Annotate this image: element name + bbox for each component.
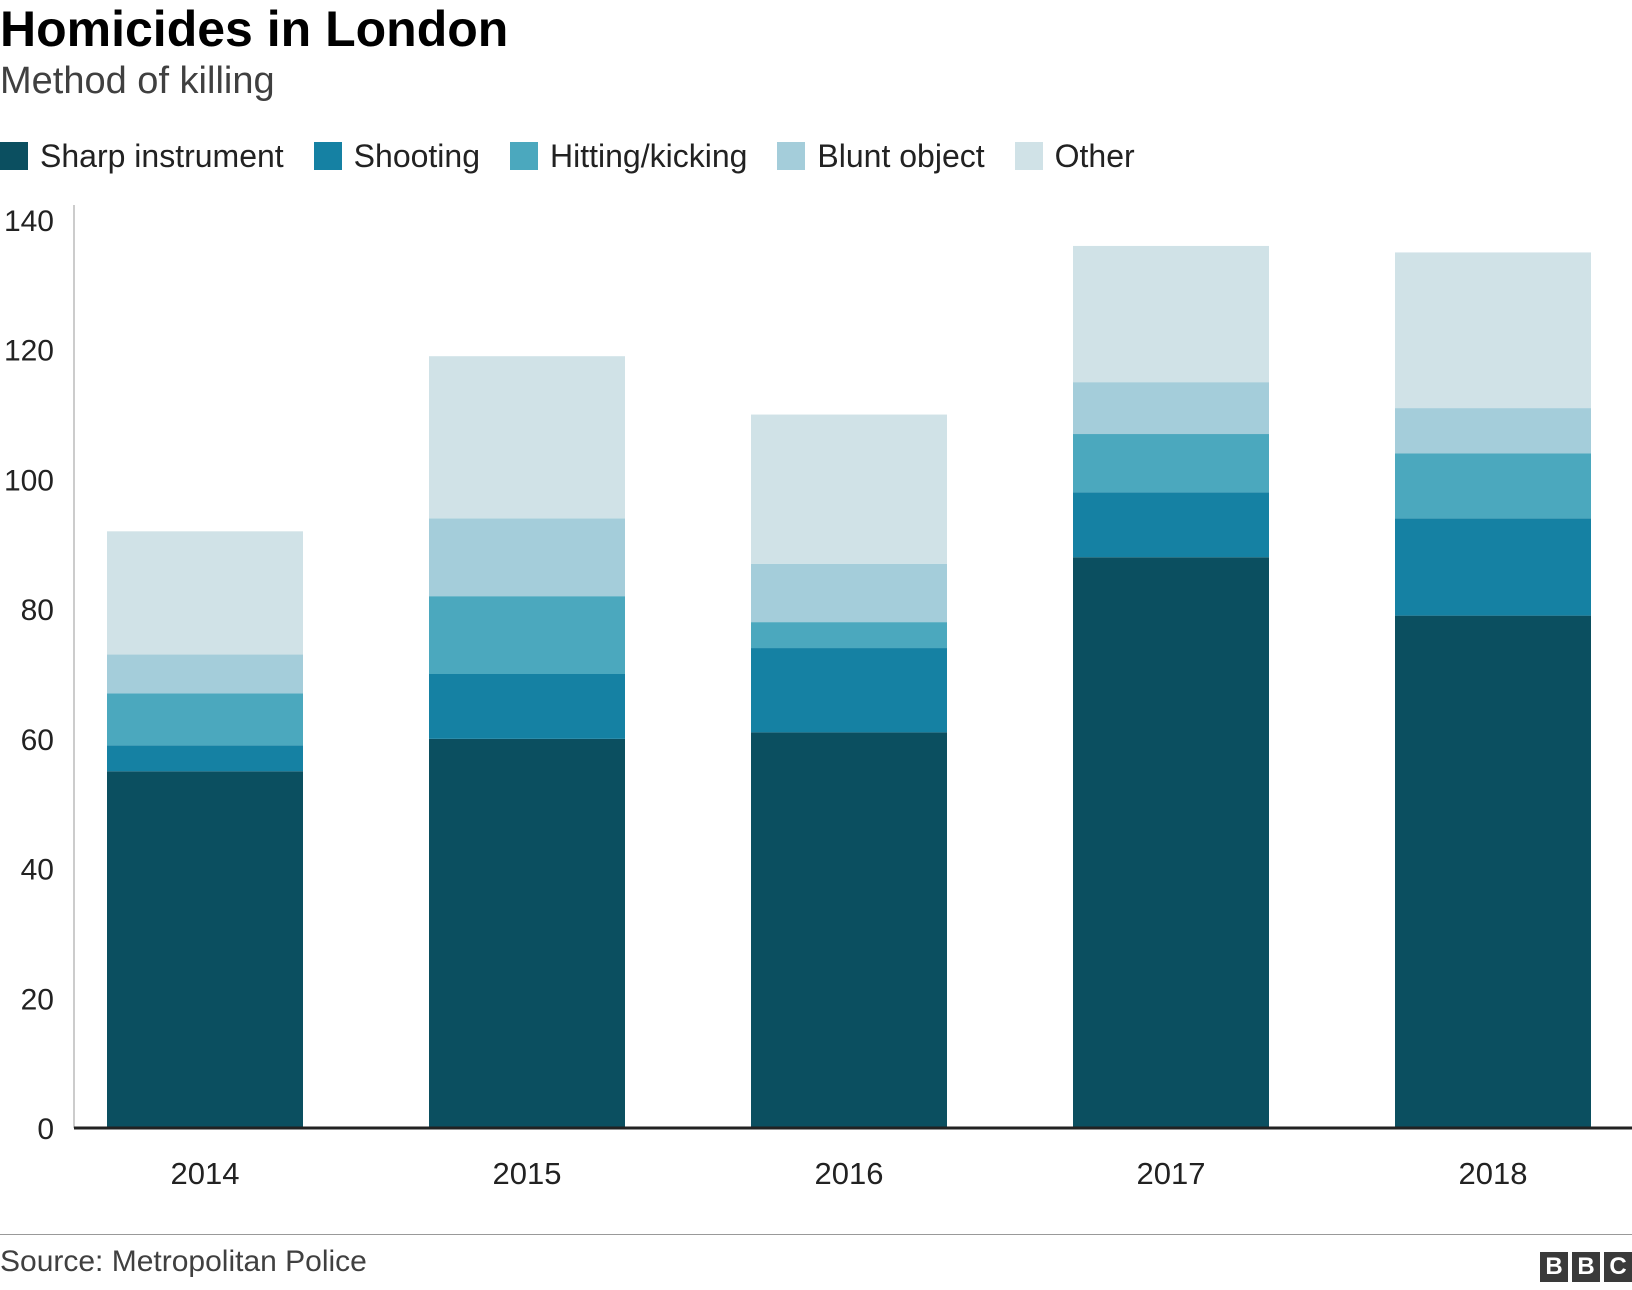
logo-letter-b2: B (1572, 1252, 1600, 1282)
bar-segment (751, 732, 947, 1128)
bar-segment (751, 648, 947, 733)
bar-segment (1395, 252, 1591, 409)
bar-segment (1073, 434, 1269, 493)
legend-swatch (313, 142, 342, 170)
y-tick-label: 40 (21, 854, 54, 887)
legend-swatch (777, 142, 806, 170)
bar-segment (107, 771, 303, 1128)
legend-item-3: Blunt object (777, 137, 985, 175)
legend-swatch (0, 142, 28, 170)
logo-letter-b1: B (1540, 1252, 1568, 1282)
x-tick-label: 2014 (171, 1156, 240, 1191)
bar-segment (429, 596, 625, 674)
x-tick-label: 2015 (493, 1156, 562, 1191)
legend-label: Hitting/kicking (550, 137, 748, 174)
bar-segment (1073, 492, 1269, 558)
bar-segment (1395, 408, 1591, 454)
bar-segment (1395, 453, 1591, 519)
bar-segment (751, 414, 947, 564)
logo-letter-c: C (1604, 1252, 1632, 1282)
legend-item-4: Other (1014, 137, 1135, 175)
bar-segment (1395, 615, 1591, 1128)
legend-item-0: Sharp instrument (0, 138, 284, 175)
stacked-bar-chart: 0 20 40 60 80 100 120 140 2014 2015 2016 2017 2018 (4, 205, 1632, 1191)
x-tick-label: 2017 (1137, 1156, 1206, 1191)
bar-segment (1073, 382, 1269, 435)
y-tick-label: 0 (37, 1113, 54, 1146)
y-tick-label: 100 (4, 464, 54, 497)
bar-segment (751, 622, 947, 649)
bar-segment (429, 674, 625, 739)
bbc-logo: B B C (1540, 1252, 1632, 1282)
source-note: Source: Metropolitan Police (0, 1245, 367, 1278)
x-tick-label: 2018 (1459, 1156, 1528, 1191)
bar-segment (751, 563, 947, 623)
footer-divider (0, 1234, 1632, 1235)
legend-label: Sharp instrument (40, 137, 284, 174)
legend-item-1: Shooting (313, 137, 480, 175)
chart-title: Homicides in London (0, 1, 509, 57)
bar-segment (107, 745, 303, 772)
legend-swatch (510, 142, 538, 170)
bar-segment (1073, 245, 1269, 383)
y-tick-label: 120 (4, 335, 54, 368)
bar-segment (107, 693, 303, 746)
bar-segment (1073, 557, 1269, 1128)
bar-segment (429, 518, 625, 597)
bar-segment (107, 531, 303, 655)
legend-label: Shooting (353, 137, 480, 174)
chart-subtitle: Method of killing (0, 60, 275, 102)
bar-segment (429, 738, 625, 1128)
y-tick-label: 20 (21, 983, 54, 1016)
y-tick-label: 140 (4, 205, 54, 238)
x-tick-label: 2016 (815, 1156, 884, 1191)
legend-label: Blunt object (817, 137, 985, 174)
y-tick-label: 80 (21, 594, 54, 627)
bar-segment (1395, 518, 1591, 616)
legend-swatch (1014, 142, 1043, 170)
legend-item-2: Hitting/kicking (510, 138, 747, 175)
legend: Sharp instrument Shooting Hitting/kicking B… (0, 131, 1165, 181)
legend-label: Other (1054, 137, 1135, 174)
y-tick-label: 60 (21, 724, 54, 757)
bar-segment (107, 654, 303, 694)
bar-segment (429, 356, 625, 519)
